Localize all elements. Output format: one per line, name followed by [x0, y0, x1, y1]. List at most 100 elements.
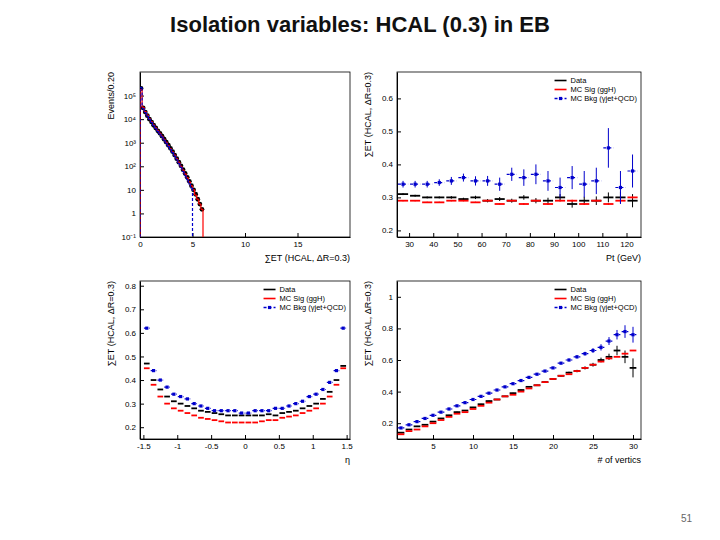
- data-point: [579, 200, 589, 201]
- data-point: [495, 199, 505, 200]
- marker: [398, 433, 405, 435]
- marker: [558, 375, 565, 377]
- data-point: [446, 407, 453, 410]
- marker: [438, 181, 441, 184]
- data-point: [259, 409, 265, 412]
- marker: [631, 169, 634, 172]
- data-point: [205, 418, 211, 419]
- axis-line: [397, 73, 398, 238]
- tick-mark: [397, 328, 401, 329]
- tick-mark: [347, 435, 348, 439]
- marker: [252, 415, 258, 417]
- x-axis: 051015: [138, 233, 350, 249]
- legend-label: MC Bkg (γjet+QCD): [571, 303, 638, 312]
- marker: [495, 203, 505, 205]
- legend-swatch: [555, 289, 567, 291]
- data-point: [286, 404, 292, 407]
- data-point: [558, 362, 565, 365]
- data-point: [198, 417, 204, 418]
- y-axis: 0.20.30.40.50.60.70.8: [125, 282, 144, 440]
- data-point: [519, 204, 529, 205]
- data-point: [579, 204, 589, 205]
- data-point: [273, 407, 279, 410]
- data-point: [543, 200, 553, 201]
- data-point: [495, 204, 505, 205]
- legend-entry: MC Sig (ggH): [264, 294, 326, 303]
- data-point: [212, 413, 218, 414]
- tick-mark: [513, 435, 514, 439]
- marker: [462, 176, 465, 179]
- marker: [212, 412, 218, 414]
- data-point: [510, 394, 517, 395]
- slide-title: Isolation variables: HCAL (0.3) in EB: [170, 12, 550, 37]
- marker: [566, 373, 573, 375]
- data-point: [630, 350, 637, 351]
- legend-label: MC Sig (ggH): [571, 85, 617, 94]
- data-point: [320, 403, 326, 404]
- tick-mark: [530, 233, 531, 237]
- tick-label: 30: [629, 442, 638, 451]
- data-point: [579, 183, 589, 186]
- data-point: [483, 200, 493, 201]
- data-point: [531, 173, 541, 176]
- axis-line: [398, 439, 642, 440]
- marker: [470, 406, 477, 408]
- data-point: [542, 382, 549, 383]
- y-axis-title: ∑ET (HCAL, ΔR=0.3): [106, 281, 116, 367]
- data-point: [191, 408, 197, 409]
- marker: [406, 430, 413, 432]
- tick: 120: [620, 233, 634, 249]
- tick-label: 1: [389, 293, 394, 302]
- marker: [627, 200, 637, 202]
- tick: 30: [629, 435, 638, 451]
- tick-label: 0.2: [382, 226, 394, 235]
- marker: [579, 200, 589, 202]
- data-point: [293, 415, 299, 416]
- data-point: [246, 422, 252, 423]
- data-point: [627, 197, 637, 198]
- data-point: [410, 200, 420, 201]
- marker: [458, 200, 468, 202]
- data-point: [470, 179, 480, 182]
- data-point: [434, 197, 444, 198]
- marker: [503, 385, 506, 388]
- legend-entry: MC Bkg (γjet+QCD): [555, 94, 638, 103]
- marker: [599, 346, 602, 349]
- data-point: [171, 408, 177, 409]
- data-point: [606, 339, 613, 342]
- marker-bar: [422, 184, 432, 185]
- tick-mark: [602, 233, 603, 237]
- marker: [519, 203, 529, 205]
- data-point: [462, 401, 469, 404]
- tick-label: 10⁴: [124, 115, 137, 124]
- marker: [232, 422, 238, 424]
- data-point: [178, 395, 184, 398]
- tick: 0: [243, 435, 248, 451]
- series: [398, 192, 638, 208]
- data-point: [534, 385, 541, 386]
- tick-label: 5: [191, 240, 196, 249]
- marker: [407, 423, 410, 426]
- tick-label: 50: [453, 240, 462, 249]
- marker: [495, 198, 505, 200]
- legend: DataMC Sig (ggH)MC Bkg (γjet+QCD): [555, 76, 638, 103]
- marker: [141, 105, 146, 110]
- marker: [313, 403, 319, 405]
- tick-label: 10: [241, 240, 250, 249]
- marker: [527, 376, 530, 379]
- marker: [414, 429, 421, 431]
- data-point: [555, 186, 565, 189]
- tick-mark: [397, 131, 401, 132]
- marker: [279, 417, 285, 419]
- tick-label: 10: [127, 186, 136, 195]
- marker: [151, 384, 157, 386]
- marker: [252, 422, 258, 424]
- legend-swatch: [264, 298, 276, 300]
- marker: [213, 409, 216, 412]
- marker: [226, 409, 229, 412]
- data-point: [590, 364, 597, 365]
- marker: [422, 424, 429, 426]
- legend-entry: Data: [264, 285, 297, 294]
- tick-mark: [143, 435, 144, 439]
- marker: [566, 372, 573, 374]
